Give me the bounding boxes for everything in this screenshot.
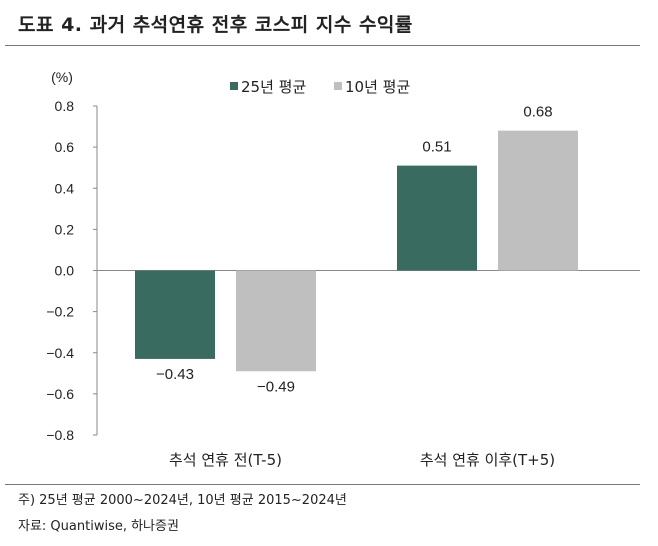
legend-label: 10년 평균 <box>345 78 410 96</box>
bar-10yr <box>498 130 578 271</box>
data-label: 0.51 <box>422 139 451 156</box>
legend-swatch <box>230 82 238 90</box>
data-label: −0.49 <box>257 378 295 395</box>
y-tick-label: 0.4 <box>55 180 75 196</box>
y-tick-label: −0.2 <box>46 304 74 320</box>
y-tick-label: −0.4 <box>46 345 74 361</box>
category-label: 추석 연휴 전(T-5) <box>169 451 282 469</box>
chart-source: 자료: Quantiwise, 하나증권 <box>18 519 179 534</box>
category-label: 추석 연휴 이후(T+5) <box>420 451 555 469</box>
data-label: 0.68 <box>523 104 552 121</box>
chart-note: 주) 25년 평균 2000~2024년, 10년 평균 2015~2024년 <box>18 493 347 508</box>
y-tick-label: −0.8 <box>46 427 74 443</box>
y-unit-label: (%) <box>51 69 73 85</box>
title-divider <box>5 45 640 46</box>
y-tick-label: 0.8 <box>55 98 75 114</box>
y-tick-label: −0.6 <box>46 386 74 402</box>
y-tick-label: 0.6 <box>55 139 75 155</box>
legend-label: 25년 평균 <box>241 78 306 96</box>
data-label: −0.43 <box>156 366 194 383</box>
legend-swatch <box>334 82 342 90</box>
bar-chart: (%) 0.8 0.6 0.4 0.2 0.0 −0.2 −0.4 −0.6 −0.8 −0.43 −… <box>46 69 640 469</box>
footer-divider <box>5 484 640 485</box>
y-tick-label: 0.2 <box>55 221 75 237</box>
bar-10yr <box>236 270 316 372</box>
bar-25yr <box>135 270 215 359</box>
bar-25yr <box>397 165 477 271</box>
chart-title: 도표 4. 과거 추석연휴 전후 코스피 지수 수익률 <box>18 14 413 36</box>
y-tick-label: 0.0 <box>55 263 75 279</box>
